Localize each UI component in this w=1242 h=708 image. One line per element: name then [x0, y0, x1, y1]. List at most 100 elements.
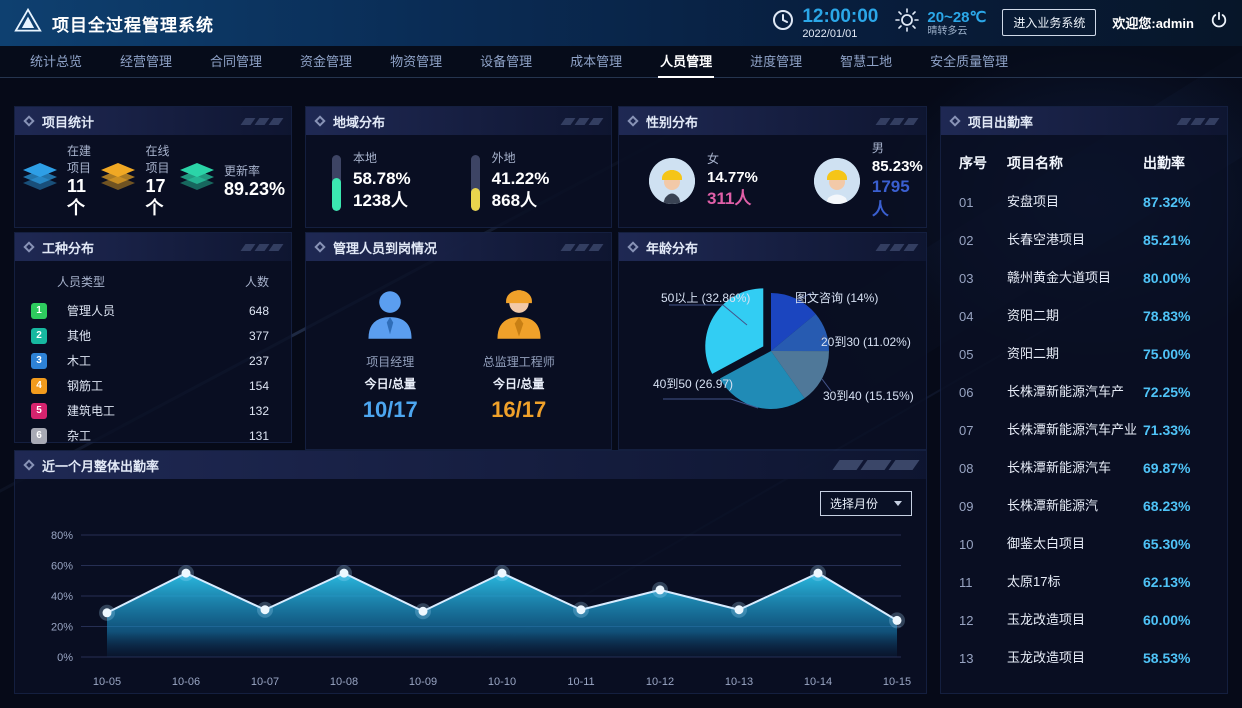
- attendance-rate: 65.30%: [1143, 536, 1191, 552]
- panel-attendance-header: 项目出勤率: [941, 107, 1227, 135]
- pie-label-30-40: 30到40 (15.15%): [823, 389, 914, 403]
- stat-label: 在建项目: [67, 144, 92, 176]
- panel-title: 年龄分布: [646, 240, 699, 256]
- panel-gender-header: 性别分布: [619, 107, 926, 135]
- engineer-icon: [491, 287, 547, 348]
- panel-title: 项目统计: [42, 114, 95, 130]
- col-index: 序号: [959, 155, 987, 171]
- gender-percent: 85.23%: [871, 157, 923, 175]
- month-select-dropdown[interactable]: 选择月份: [819, 491, 912, 516]
- y-axis-tick: 40%: [51, 591, 73, 603]
- x-axis-tick: 10-07: [251, 676, 279, 688]
- project-name: 长株潭新能源汽车: [1007, 459, 1112, 475]
- worktype-label: 杂工: [67, 429, 92, 443]
- diamond-icon: [23, 241, 35, 253]
- row-index: 05: [959, 346, 974, 362]
- attendance-table: 序号 项目名称 出勤率 01 安盘项目 87.32% 02 长春空港项目 85.21% 03…: [941, 135, 1227, 677]
- row-index: 09: [959, 498, 974, 514]
- project-name: 安盘项目: [1007, 193, 1060, 209]
- x-axis-tick: 10-06: [172, 676, 200, 688]
- nav-tab-8[interactable]: 进度管理: [750, 54, 803, 69]
- panel-project-stats-header: 项目统计: [15, 107, 291, 135]
- nav-tabs: 统计总览 经营管理 合同管理 资金管理 物资管理 设备管理 成本管理 人员管理 进度管理 智慧工地…: [0, 46, 1242, 78]
- x-axis-tick: 10-12: [646, 676, 674, 688]
- diamond-icon: [627, 115, 639, 127]
- pie-label-leader-line: [669, 304, 748, 326]
- area-fill: [107, 573, 897, 657]
- data-point: [576, 605, 586, 615]
- pie-label-leader-line: [819, 334, 825, 342]
- stat-label: 在线项目: [145, 144, 170, 176]
- worktype-table-body: 1 管理人员 648 2 其他 377 3 木工 237 4 钢筋工 154 5 建筑电工 132 6 杂工 13…: [31, 298, 269, 448]
- nav-tab-0[interactable]: 统计总览: [30, 54, 83, 69]
- y-axis-tick: 80%: [51, 530, 73, 542]
- attendance-table-header: 序号 项目名称 出勤率: [959, 147, 1209, 183]
- gender-percent: 14.77%: [707, 169, 758, 186]
- rank-badge: 2: [31, 327, 47, 344]
- diamond-icon: [949, 115, 961, 127]
- attendance-rate: 60.00%: [1143, 612, 1191, 628]
- worktype-label: 钢筋工: [67, 379, 104, 393]
- project-name: 玉龙改造项目: [1007, 611, 1086, 627]
- col-project-name: 项目名称: [1007, 155, 1063, 171]
- nav-tab-9[interactable]: 智慧工地: [840, 54, 893, 69]
- worktype-table: 人员类型 人数 1 管理人员 648 2 其他 377 3 木工 237 4 钢筋工 154 5 建筑电工…: [15, 261, 291, 448]
- worktype-row-5: 6 杂工 131: [31, 423, 269, 448]
- enter-system-button[interactable]: 进入业务系统: [1002, 9, 1097, 37]
- panel-worktype: 工种分布 人员类型 人数 1 管理人员 648 2 其他 377 3 木工 237 4 钢筋工 154…: [14, 232, 292, 444]
- data-point: [260, 605, 270, 615]
- manager-project-manager: 项目经理 今日/总量 10/17: [362, 287, 418, 423]
- nav-tab-4[interactable]: 物资管理: [390, 54, 443, 69]
- weather-block: 20~28℃ 晴转多云: [894, 7, 986, 38]
- row-index: 13: [959, 650, 974, 666]
- panel-project-stats: 项目统计 在建项目 11个: [14, 106, 292, 228]
- pie-slice: [719, 351, 805, 409]
- attendance-rate: 71.33%: [1143, 422, 1191, 438]
- region-count: 1238人: [353, 190, 408, 210]
- x-axis-tick: 10-15: [883, 676, 911, 688]
- header-decoration: [560, 117, 604, 125]
- power-icon[interactable]: [1210, 11, 1228, 34]
- gender-label: 男: [871, 141, 884, 156]
- attendance-row-8: 09 长株潭新能源汽 68.23%: [959, 487, 1209, 525]
- attendance-row-11: 12 玉龙改造项目 60.00%: [959, 601, 1209, 639]
- stat-update-rate: 更新率 89.23%: [178, 162, 285, 201]
- gender-female: 女 14.77% 311人: [649, 152, 758, 209]
- diamond-icon: [23, 459, 35, 471]
- manager-role: 项目经理: [366, 355, 415, 369]
- nav-tab-7[interactable]: 人员管理: [658, 44, 715, 78]
- month-select-label: 选择月份: [829, 497, 878, 511]
- worktype-count: 237: [248, 353, 269, 368]
- data-point: [655, 585, 665, 595]
- attendance-row-2: 03 赣州黄金大道项目 80.00%: [959, 259, 1209, 297]
- nav-tab-1[interactable]: 经营管理: [120, 54, 173, 69]
- rank-badge: 4: [31, 377, 47, 394]
- row-index: 03: [959, 270, 974, 286]
- pie-label-40-50: 40到50 (26.97): [653, 377, 734, 391]
- worktype-label: 木工: [67, 354, 92, 368]
- nav-tab-6[interactable]: 成本管理: [570, 54, 623, 69]
- app-header: 项目全过程管理系统 12:00:00 2022/01/01: [0, 0, 1242, 46]
- gender-male: 男 85.23% 1795人: [813, 141, 923, 220]
- row-index: 02: [959, 232, 974, 248]
- gauge-nonlocal: [470, 154, 480, 211]
- nav-tab-3[interactable]: 资金管理: [300, 54, 353, 69]
- region-local: 本地 58.78% 1238人: [332, 151, 411, 211]
- row-index: 07: [959, 422, 974, 438]
- sun-icon: [894, 7, 920, 38]
- header-decoration: [832, 460, 920, 470]
- stat-value: 89.23%: [223, 178, 285, 199]
- manager-caption: 今日/总量: [493, 377, 545, 391]
- panel-title: 地域分布: [333, 114, 386, 130]
- gender-count: 1795人: [871, 177, 910, 219]
- app-logo-icon: [14, 7, 42, 40]
- row-index: 08: [959, 460, 974, 476]
- clock-icon: [771, 8, 795, 37]
- nav-tab-2[interactable]: 合同管理: [210, 54, 263, 69]
- manager-chief-engineer: 总监理工程师 今日/总量 16/17: [483, 287, 555, 423]
- nav-tab-5[interactable]: 设备管理: [480, 54, 533, 69]
- attendance-rate: 72.25%: [1143, 384, 1191, 400]
- data-point: [497, 568, 507, 578]
- worktype-row-3: 4 钢筋工 154: [31, 373, 269, 398]
- nav-tab-10[interactable]: 安全质量管理: [930, 54, 1009, 69]
